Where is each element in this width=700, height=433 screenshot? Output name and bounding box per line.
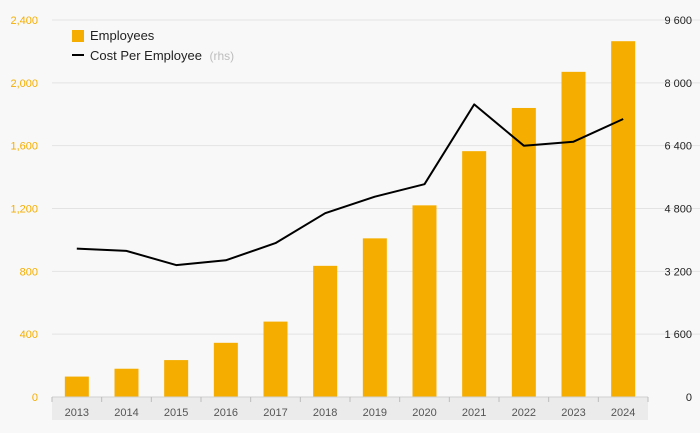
cost-per-employee-line-group: [76, 103, 624, 267]
right-tick-label: 8 000: [664, 78, 692, 90]
legend-label-rhs-note: (rhs): [209, 49, 234, 63]
x-tick-label-2022: 2022: [512, 407, 536, 419]
legend-label-cost-text: Cost Per Employee: [90, 48, 202, 63]
x-axis: 2013 2014 2015 2016 2017 2018 2019 2020 2021 2022…: [51, 396, 649, 420]
bar-employees-2021: [462, 151, 487, 397]
bar-employees-2024: [611, 41, 636, 398]
x-tick-label-2024: 2024: [611, 407, 635, 419]
bar-employees-2015: [164, 360, 189, 397]
legend-swatch-employees: [72, 30, 84, 42]
x-tick-label-2020: 2020: [412, 407, 436, 419]
x-tick-label-2017: 2017: [263, 407, 287, 419]
bar-employees-2022: [511, 107, 536, 397]
left-tick-label: 1,200: [10, 204, 38, 216]
right-tick-label: 1 600: [664, 329, 692, 341]
x-tick-label-2019: 2019: [363, 407, 387, 419]
legend-label-employees: Employees: [90, 28, 155, 43]
left-y-axis: 0 400 800 1,200 1,600 2,000 2,400: [10, 15, 38, 404]
bar-employees-2020: [412, 205, 437, 397]
left-tick-label: 800: [20, 266, 38, 278]
bar-employees-2014: [114, 368, 139, 397]
left-tick-label: 2,400: [10, 15, 38, 27]
left-tick-label: 1,600: [10, 141, 38, 153]
gridlines: [52, 19, 700, 335]
bar-employees-2013: [64, 376, 89, 397]
employee-bars: [64, 41, 636, 398]
bar-employees-2019: [362, 238, 387, 397]
x-tick-label-2015: 2015: [164, 407, 188, 419]
x-tick-label-2014: 2014: [114, 407, 138, 419]
right-tick-label: 6 400: [664, 141, 692, 153]
left-tick-label: 2,000: [10, 78, 38, 90]
x-axis-band: [52, 397, 648, 420]
x-tick-label-2013: 2013: [65, 407, 89, 419]
bar-employees-2023: [561, 71, 586, 398]
bar-employees-2016: [213, 342, 238, 397]
x-tick-label-2016: 2016: [214, 407, 238, 419]
legend: Employees Cost Per Employee (rhs): [72, 28, 234, 64]
right-tick-label: 0: [686, 392, 692, 404]
legend-label-cost-per-employee: Cost Per Employee (rhs): [90, 47, 234, 64]
x-tick-label-2023: 2023: [561, 407, 585, 419]
bar-employees-2017: [263, 321, 288, 397]
left-tick-label: 0: [32, 392, 38, 404]
right-tick-label: 3 200: [664, 266, 692, 278]
bar-employees-2018: [313, 265, 338, 397]
x-tick-label-2018: 2018: [313, 407, 337, 419]
right-tick-label: 4 800: [664, 204, 692, 216]
left-tick-label: 400: [20, 329, 38, 341]
right-tick-label: 9 600: [664, 15, 692, 27]
right-y-axis: 0 1 600 3 200 4 800 6 400 8 000 9 600: [664, 15, 692, 404]
x-tick-label-2021: 2021: [462, 407, 486, 419]
cost-per-employee-line: [76, 103, 624, 267]
